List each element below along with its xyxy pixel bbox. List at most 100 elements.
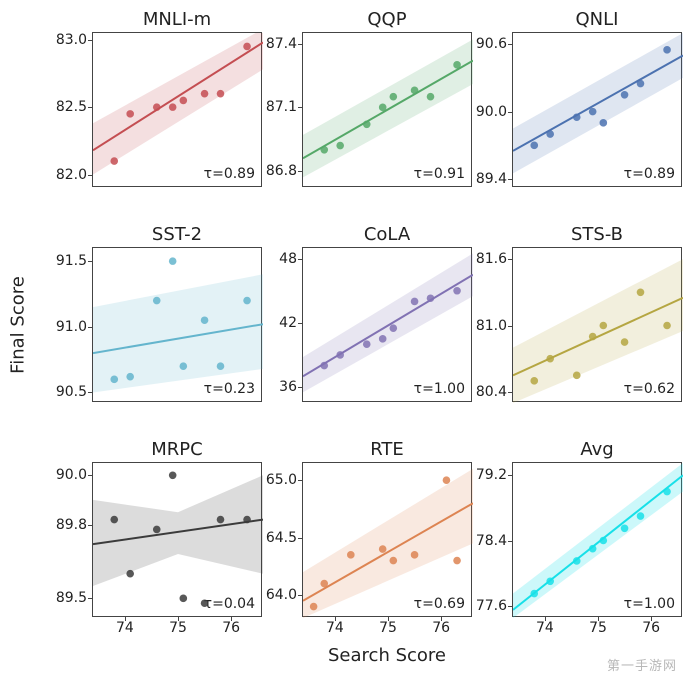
subplot-title: CoLA	[303, 224, 471, 245]
data-point	[180, 362, 188, 370]
data-point	[411, 87, 419, 95]
y-tick-label: 83.0	[56, 32, 87, 48]
data-point	[411, 551, 419, 559]
regression-line	[93, 42, 263, 150]
data-point	[243, 297, 251, 305]
data-point	[153, 297, 161, 305]
data-point	[621, 338, 629, 346]
data-point	[589, 545, 597, 553]
plot-area	[513, 33, 683, 188]
data-point	[427, 294, 435, 302]
y-tick-label: 48	[279, 251, 297, 267]
confidence-band	[93, 33, 263, 175]
data-point	[621, 524, 629, 532]
data-point	[546, 577, 554, 585]
y-tick-label: 80.4	[476, 384, 507, 400]
data-point	[379, 104, 387, 112]
y-tick-label: 36	[279, 379, 297, 395]
data-point	[363, 121, 371, 129]
plot-area	[513, 248, 683, 403]
subplot-title: Avg	[513, 439, 681, 460]
x-tick-label: 76	[642, 620, 660, 636]
data-point	[453, 557, 461, 565]
subplot-mrpc: MRPCτ=0.0474757689.589.890.0	[92, 462, 262, 617]
subplot-qnli: QNLIτ=0.8989.490.090.6	[512, 32, 682, 187]
data-point	[201, 599, 209, 607]
y-tick-label: 89.5	[56, 590, 87, 606]
data-point	[243, 43, 251, 51]
y-tick-label: 78.4	[476, 533, 507, 549]
data-point	[453, 287, 461, 295]
y-tick-label: 82.5	[56, 99, 87, 115]
data-point	[153, 103, 161, 111]
plot-area	[93, 463, 263, 618]
plot-area	[303, 248, 473, 403]
y-tick-label: 89.4	[476, 171, 507, 187]
confidence-band	[303, 253, 473, 392]
subplot-title: MNLI-m	[93, 9, 261, 30]
data-point	[390, 93, 398, 101]
x-tick-label: 74	[536, 620, 554, 636]
data-point	[169, 257, 177, 265]
y-tick-label: 86.8	[266, 163, 297, 179]
data-point	[663, 46, 671, 54]
data-point	[126, 373, 134, 381]
confidence-band	[303, 469, 473, 618]
x-tick-label: 74	[116, 620, 134, 636]
plot-area	[93, 33, 263, 188]
data-point	[600, 119, 608, 127]
subplot-title: STS-B	[513, 224, 681, 245]
data-point	[637, 80, 645, 88]
y-tick-label: 42	[279, 315, 297, 331]
data-point	[573, 557, 581, 565]
y-tick-label: 64.5	[266, 530, 297, 546]
y-tick-label: 91.5	[56, 253, 87, 269]
regression-line	[303, 61, 473, 159]
data-point	[390, 557, 398, 565]
regression-line	[513, 55, 683, 150]
data-point	[110, 376, 118, 384]
data-point	[589, 333, 597, 341]
data-point	[126, 570, 134, 578]
plot-area	[513, 463, 683, 618]
data-point	[600, 537, 608, 545]
data-point	[573, 372, 581, 380]
data-point	[379, 335, 387, 343]
data-point	[589, 108, 597, 116]
data-point	[169, 103, 177, 111]
y-tick-label: 65.0	[266, 472, 297, 488]
y-tick-label: 91.0	[56, 319, 87, 335]
data-point	[310, 603, 318, 611]
plot-area	[303, 33, 473, 188]
data-point	[637, 512, 645, 520]
y-tick-label: 79.2	[476, 467, 507, 483]
data-point	[336, 142, 344, 150]
x-tick-label: 76	[432, 620, 450, 636]
y-tick-label: 87.4	[266, 36, 297, 52]
plot-area	[303, 463, 473, 618]
y-tick-label: 90.0	[56, 467, 87, 483]
data-point	[217, 516, 225, 524]
data-point	[110, 516, 118, 524]
subplot-rte: RTEτ=0.6974757664.064.565.0	[302, 462, 472, 617]
y-tick-label: 90.5	[56, 384, 87, 400]
data-point	[573, 113, 581, 121]
data-point	[663, 322, 671, 330]
data-point	[600, 322, 608, 330]
data-point	[427, 93, 435, 101]
subplot-sst-2: SST-2τ=0.2390.591.091.5	[92, 247, 262, 402]
data-point	[530, 590, 538, 598]
data-point	[201, 90, 209, 98]
data-point	[530, 377, 538, 385]
data-point	[217, 90, 225, 98]
y-tick-label: 77.6	[476, 598, 507, 614]
data-point	[546, 355, 554, 363]
x-axis-label: Search Score	[328, 645, 446, 666]
y-tick-label: 81.6	[476, 251, 507, 267]
data-point	[411, 298, 419, 306]
data-point	[169, 472, 177, 480]
data-point	[201, 316, 209, 324]
subplot-avg: Avgτ=1.0074757677.678.479.2	[512, 462, 682, 617]
y-tick-label: 82.0	[56, 167, 87, 183]
y-tick-label: 90.0	[476, 104, 507, 120]
